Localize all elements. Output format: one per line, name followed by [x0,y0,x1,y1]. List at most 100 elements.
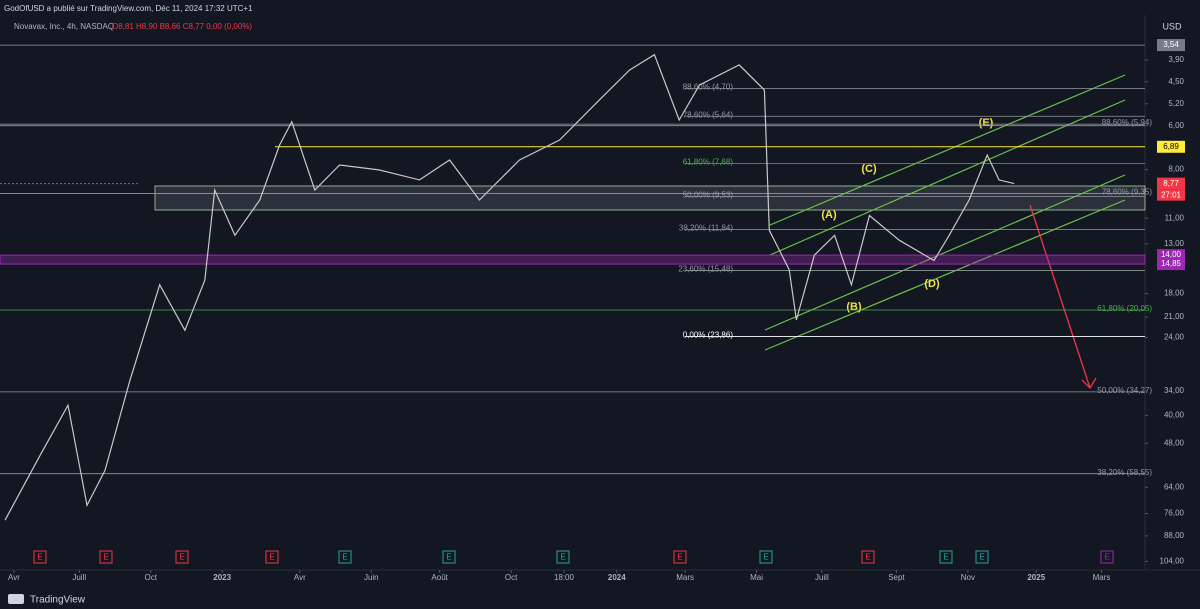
event-marker [939,550,953,564]
x-tick-label: 2024 [608,573,626,582]
channel-line [769,74,1126,226]
event-label: E [179,553,184,562]
y-tick-label: 76,00 [1164,509,1185,518]
wave-label: (A) [821,209,837,221]
event-label: E [677,553,682,562]
fib-label: 38,20% (58,55) [1097,468,1152,477]
x-tick-label: Juin [364,573,379,582]
arrow [1029,204,1091,389]
fib-label: 78,60% (5,64) [683,110,734,119]
x-tick-label: Mars [1093,573,1111,582]
y-tick-label: 6,00 [1168,121,1184,130]
event-marker [673,550,687,564]
event-label: E [979,553,984,562]
fib-label: 50,00% (34,27) [1097,386,1152,395]
publisher: GodOfUSD a publié sur TradingView.com, D… [4,4,253,13]
price-line [4,53,1015,521]
event-label: E [763,553,768,562]
event-marker [759,550,773,564]
x-tick-label: Mai [750,573,763,582]
x-tick-label: Août [431,573,448,582]
event-label: E [560,553,565,562]
event-label: E [37,553,42,562]
fib-label: 88,60% (5,94) [1102,118,1153,127]
event-marker [338,550,352,564]
event-marker [33,550,47,564]
fib-label: 38,20% (11,84) [679,224,733,233]
fib-label: 88,60% (4,70) [683,82,734,91]
ohlc: O8,81 H8,90 B8,66 C8,77 0,00 (0,00%) [112,22,252,31]
y-tick-label: 34,00 [1164,386,1185,395]
countdown: 27:01 [1161,190,1182,199]
y-tick-label: 48,00 [1164,438,1185,447]
x-tick-label: Avr [8,573,20,582]
x-tick-label: Oct [505,573,518,582]
wave-label: (D) [924,278,940,290]
y-tick-label: 104,00 [1160,557,1185,566]
x-tick-label: 2023 [213,573,231,582]
event-marker [175,550,189,564]
y-tick-label: 40,00 [1164,411,1185,420]
event-label: E [943,553,948,562]
event-marker [861,550,875,564]
x-tick-label: Nov [961,573,975,582]
arrow-head [1081,377,1097,390]
channel-line [764,174,1126,331]
fib-label: 61,80% (7,68) [683,157,734,166]
price-tag-label: 14,85 [1161,259,1182,268]
countdown-box [1157,189,1185,201]
wave-label: (E) [979,117,994,129]
y-tick-label: 18,00 [1164,289,1185,298]
y-tick-label: 5,20 [1168,99,1184,108]
y-tick-label: 21,00 [1164,312,1185,321]
channel-line [764,199,1126,351]
x-tick-label: 18:00 [554,573,575,582]
fib-label: 23,60% (15,48) [678,265,733,274]
y-tick-label: 3,90 [1168,55,1184,64]
y-tick-label: 11,00 [1165,213,1185,222]
event-label: E [446,553,451,562]
x-tick-label: Oct [144,573,157,582]
event-label: E [269,553,274,562]
event-marker [442,550,456,564]
fib-label: 50,00% (9,53) [683,190,734,199]
price-tag [1157,177,1185,190]
fib-label: 0,00% (23,86) [683,331,734,340]
x-tick-label: 2025 [1027,573,1045,582]
price-tag-label: 3,54 [1163,40,1179,49]
fib-label: 78,60% (9,35) [1102,188,1153,197]
wave-label: (C) [861,163,877,175]
x-tick-label: Juill [815,573,829,582]
y-tick-label: 24,00 [1164,333,1185,342]
zone [154,185,1146,211]
logo [8,594,24,604]
x-tick-label: Juill [72,573,86,582]
x-tick-label: Sept [888,573,905,582]
event-marker [1100,550,1114,564]
price-tag-label: 6,89 [1163,142,1179,151]
price-tag-label: 8,77 [1163,179,1179,188]
wave-label: (B) [846,301,862,313]
price-tag [1157,258,1185,271]
x-tick-label: Mars [676,573,694,582]
brand: TradingView [30,595,86,606]
fib-label: 61,80% (20,05) [1097,304,1152,313]
event-label: E [103,553,108,562]
y-tick-label: 13,00 [1164,239,1185,248]
event-marker [99,550,113,564]
event-marker [975,550,989,564]
price-tag [1157,140,1185,153]
price-tag [1157,39,1185,52]
x-tick-label: Avr [294,573,306,582]
price-tag [1157,249,1185,262]
band [0,254,1146,265]
event-label: E [1104,553,1109,562]
symbol: Novavax, Inc., 4h, NASDAQ [14,22,114,31]
event-label: E [865,553,870,562]
price-tag-label: 14,00 [1161,250,1182,259]
y-tick-label: 88,00 [1164,531,1185,540]
y-tick-label: 4,50 [1168,77,1184,86]
event-label: E [342,553,347,562]
